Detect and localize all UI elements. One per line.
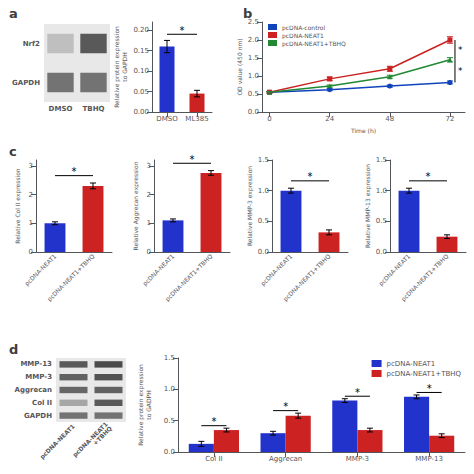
svg-text:0.15: 0.15 [133,47,149,55]
svg-text:Aggrecan: Aggrecan [15,386,53,394]
svg-text:b: b [243,6,252,21]
svg-text:DMSO: DMSO [49,105,73,113]
svg-text:Aggrecan: Aggrecan [269,455,302,463]
svg-text:pcDNA-NEAT1+TBHQ: pcDNA-NEAT1+TBHQ [387,370,462,378]
svg-text:pcDNA-NEAT1+TBHQ: pcDNA-NEAT1+TBHQ [46,252,97,303]
svg-text:3: 3 [147,162,151,170]
svg-text:1: 1 [29,219,33,227]
svg-text:pcDNA-NEAT1+TBHQ: pcDNA-NEAT1+TBHQ [400,252,451,303]
svg-text:1.0: 1.0 [164,385,175,393]
svg-text:0.0: 0.0 [164,448,175,456]
svg-text:*: * [355,387,360,398]
svg-text:to GADPH: to GADPH [145,390,152,419]
svg-text:TBHQ: TBHQ [83,105,105,113]
svg-text:0.5: 0.5 [164,417,175,425]
svg-text:OD value (450 nm): OD value (450 nm) [236,38,243,95]
svg-text:*: * [458,45,463,55]
svg-text:2.5: 2.5 [247,18,259,26]
svg-text:0.5: 0.5 [376,217,387,225]
svg-text:c: c [9,144,17,159]
svg-text:pcDNA-NEAT1: pcDNA-NEAT1 [71,420,109,458]
svg-text:*: * [426,171,431,182]
svg-text:Col II: Col II [32,399,52,407]
svg-text:2: 2 [29,191,33,199]
svg-text:pcDNA-NEAT1: pcDNA-NEAT1 [38,423,76,461]
svg-text:pcDNA-NEAT1: pcDNA-NEAT1 [259,252,294,287]
svg-text:0.0: 0.0 [258,248,269,256]
svg-text:72: 72 [446,115,455,123]
svg-text:1: 1 [147,219,151,227]
svg-text:to GAPDH: to GAPDH [121,52,128,81]
svg-text:pcDNA-NEAT1: pcDNA-NEAT1 [23,252,58,287]
svg-text:24: 24 [325,115,334,123]
svg-text:0.00: 0.00 [133,108,149,116]
svg-text:pcDNA-NEAT1: pcDNA-NEAT1 [387,360,436,368]
svg-text:pcDNA-NEAT1+TBHQ: pcDNA-NEAT1+TBHQ [282,40,346,48]
svg-text:MMP-13: MMP-13 [415,455,443,463]
svg-text:1.5: 1.5 [248,54,259,62]
svg-text:MMP-3: MMP-3 [25,373,52,381]
svg-text:pcDNA-NEAT1+TBHQ: pcDNA-NEAT1+TBHQ [282,252,333,303]
svg-text:Relative protein expression: Relative protein expression [137,364,145,446]
svg-text:1.5: 1.5 [164,354,175,362]
svg-text:0.05: 0.05 [133,88,149,96]
svg-text:0: 0 [267,115,271,123]
svg-text:pcDNA-NEAT1: pcDNA-NEAT1 [282,32,324,40]
svg-text:Nrf2: Nrf2 [23,40,40,48]
svg-text:0.0: 0.0 [248,108,259,116]
svg-text:48: 48 [385,115,394,123]
svg-text:Relative Col II expression: Relative Col II expression [14,168,22,244]
svg-text:1.5: 1.5 [258,156,269,164]
svg-text:*: * [211,416,216,427]
svg-text:Time (h): Time (h) [350,127,376,134]
svg-text:d: d [9,342,18,357]
svg-text:+TBHQ: +TBHQ [91,425,113,447]
svg-text:Relative MMP-3 expression: Relative MMP-3 expression [246,166,254,246]
svg-text:0: 0 [147,248,151,256]
svg-text:*: * [283,401,288,412]
svg-text:GAPDH: GAPDH [24,412,52,420]
svg-text:Relative Aggrecan expression: Relative Aggrecan expression [132,161,140,250]
svg-text:pcDNA-control: pcDNA-control [282,24,325,32]
svg-text:*: * [180,25,185,36]
svg-text:pcDNA-NEAT1: pcDNA-NEAT1 [141,252,176,287]
svg-text:0.20: 0.20 [133,26,149,34]
svg-text:ML385: ML385 [185,115,208,123]
svg-text:Relative protein expression: Relative protein expression [113,26,121,108]
svg-text:*: * [308,171,313,182]
svg-text:2: 2 [147,191,151,199]
svg-text:*: * [72,166,77,177]
svg-text:GAPDH: GAPDH [12,79,40,87]
svg-text:*: * [427,383,432,394]
svg-text:0: 0 [29,248,33,256]
svg-text:2.0: 2.0 [248,36,259,44]
svg-text:0.5: 0.5 [248,90,259,98]
svg-text:*: * [458,66,463,76]
svg-text:MMP-13: MMP-13 [20,360,52,368]
svg-text:DMSO: DMSO [156,115,178,123]
svg-text:1.0: 1.0 [248,72,259,80]
svg-text:*: * [190,154,195,165]
svg-text:3: 3 [29,162,33,170]
svg-text:pcDNA-NEAT1+TBHQ: pcDNA-NEAT1+TBHQ [164,252,215,303]
svg-text:0.0: 0.0 [376,248,387,256]
svg-text:1.5: 1.5 [376,156,387,164]
svg-text:Col II: Col II [205,455,222,463]
svg-text:a: a [9,6,18,21]
svg-text:1.0: 1.0 [258,187,269,195]
svg-text:0.10: 0.10 [133,67,149,75]
svg-text:pcDNA-NEAT1: pcDNA-NEAT1 [377,252,412,287]
svg-text:1.0: 1.0 [376,187,387,195]
svg-text:MMP-3: MMP-3 [346,455,369,463]
svg-text:0.5: 0.5 [258,217,269,225]
svg-text:Relative MMP-13 expression: Relative MMP-13 expression [364,164,372,248]
